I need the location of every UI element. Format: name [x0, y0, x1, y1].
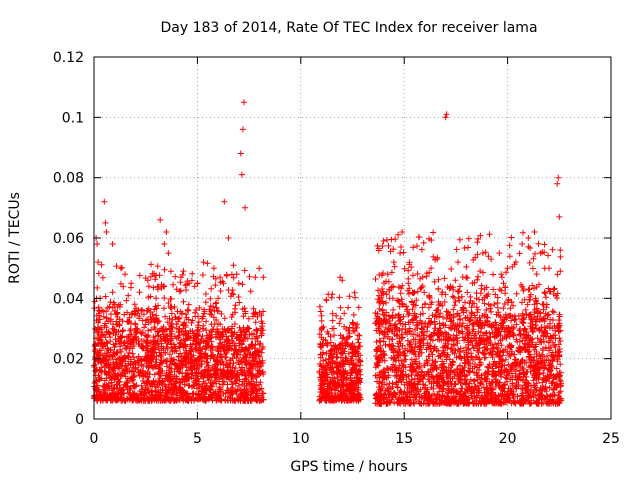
data-points: [91, 99, 565, 407]
x-axis-ticks: 0 5 10 15 20 25: [90, 57, 620, 447]
x-tick-label: 15: [395, 431, 413, 447]
y-tick-label: 0.06: [53, 231, 84, 247]
x-tick-label: 25: [602, 431, 620, 447]
y-axis-label: ROTI / TECUs: [7, 192, 23, 284]
x-axis-label: GPS time / hours: [290, 459, 407, 475]
y-tick-label: 0.1: [62, 110, 84, 126]
grid-lines: [94, 57, 611, 419]
y-tick-label: 0.02: [53, 352, 84, 368]
x-tick-label: 0: [90, 431, 99, 447]
x-tick-label: 10: [292, 431, 310, 447]
x-tick-label: 5: [193, 431, 202, 447]
y-tick-label: 0.08: [53, 171, 84, 187]
roti-point-markers: [91, 99, 565, 407]
y-axis-ticks: 0 0.02 0.04 0.06 0.08 0.1 0.12: [53, 50, 611, 428]
chart-title: Day 183 of 2014, Rate Of TEC Index for r…: [160, 20, 537, 36]
y-tick-label: 0: [75, 412, 84, 428]
y-tick-label: 0.12: [53, 50, 84, 66]
y-tick-label: 0.04: [53, 291, 84, 307]
x-tick-label: 20: [499, 431, 517, 447]
